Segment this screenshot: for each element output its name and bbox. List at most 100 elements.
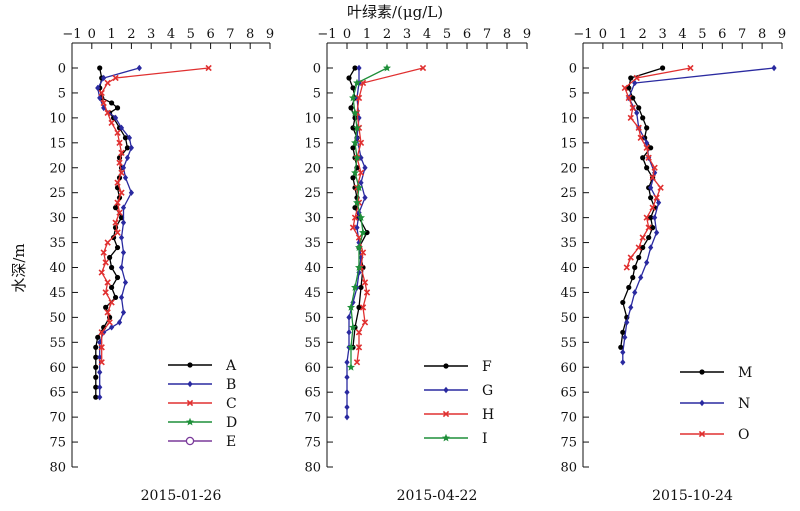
y-tick-label: 25 <box>49 186 66 201</box>
data-point-N <box>624 319 630 326</box>
data-point-I <box>353 78 361 87</box>
data-point-F <box>352 205 358 211</box>
data-point-H <box>351 214 359 221</box>
data-point-A <box>114 244 121 251</box>
legend-marker-E <box>185 436 195 446</box>
data-point-B <box>118 124 125 132</box>
chart-panel-1: −1 0 1 2 3 4 5 6 7 8 90510152025303540455055606570… <box>49 27 274 504</box>
series-I <box>347 63 391 371</box>
x-tick-label: 4 <box>423 27 431 42</box>
chart-panel-3: −1 0 1 2 3 4 5 6 7 8 90510152025303540455055606570… <box>560 27 786 504</box>
data-point-M <box>640 155 646 161</box>
data-point-C <box>112 219 119 226</box>
data-point-G <box>344 388 350 396</box>
y-tick-label: 0 <box>569 62 577 77</box>
x-tick-label: 9 <box>778 27 786 42</box>
legend-marker-H <box>442 410 450 418</box>
data-point-C <box>98 359 105 366</box>
data-point-I <box>357 213 365 222</box>
data-point-C <box>104 239 111 246</box>
data-point-B <box>95 84 101 92</box>
data-point-A <box>109 100 115 106</box>
data-point-C <box>114 229 121 236</box>
y-tick-label: 70 <box>49 411 66 426</box>
data-point-O <box>649 204 656 211</box>
data-point-O <box>629 104 636 112</box>
data-point-C <box>104 109 111 117</box>
legend-marker-F <box>443 363 449 369</box>
data-point-M <box>636 254 642 261</box>
data-point-I <box>355 263 363 271</box>
series-C <box>98 64 212 366</box>
data-point-I <box>347 343 355 351</box>
data-point-O <box>637 134 644 141</box>
x-tick-label: 9 <box>523 27 531 42</box>
x-tick-label: 6 <box>206 27 214 42</box>
data-point-I <box>349 323 357 331</box>
y-tick-label: 10 <box>304 111 321 126</box>
data-point-B <box>97 369 103 376</box>
y-tick-label: 0 <box>58 62 66 77</box>
legend-label-E: E <box>226 434 236 450</box>
legend-label-G: G <box>482 383 493 399</box>
data-point-C <box>102 289 109 296</box>
data-point-A <box>93 394 99 400</box>
data-point-M <box>620 299 626 306</box>
data-point-N <box>634 109 640 117</box>
data-point-A <box>109 284 115 291</box>
data-point-C <box>114 179 121 186</box>
data-point-B <box>120 204 127 211</box>
y-tick-label: 80 <box>49 461 66 476</box>
data-point-I <box>347 363 355 371</box>
data-point-O <box>651 164 658 171</box>
data-point-F <box>346 75 352 81</box>
data-point-H <box>359 304 367 311</box>
data-point-C <box>104 309 111 316</box>
y-tick-label: 5 <box>569 86 577 101</box>
data-point-M <box>630 274 636 281</box>
data-point-B <box>97 354 103 361</box>
x-tick-label: 7 <box>226 27 234 42</box>
data-point-N <box>620 349 626 356</box>
data-point-M <box>646 234 652 241</box>
y-tick-label: 75 <box>49 436 66 451</box>
data-point-H <box>355 344 363 351</box>
data-point-M <box>636 105 642 111</box>
data-point-A <box>118 215 125 221</box>
panel-title: 2015-01-26 <box>141 488 222 504</box>
y-tick-label: 15 <box>304 136 321 151</box>
y-tick-label: 45 <box>49 286 66 301</box>
data-point-A <box>93 344 99 350</box>
legend-marker-N <box>699 399 705 407</box>
data-point-B <box>126 134 133 142</box>
series-line-N <box>622 67 775 363</box>
data-point-N <box>632 79 638 87</box>
data-point-M <box>626 85 632 91</box>
data-point-B <box>97 94 103 102</box>
data-point-I <box>353 153 361 162</box>
x-tick-label: 6 <box>463 27 471 42</box>
data-point-G <box>346 314 352 321</box>
panel-title: 2015-10-24 <box>652 488 733 504</box>
y-tick-label: 75 <box>304 436 321 451</box>
x-tick-label: 5 <box>443 27 451 42</box>
data-point-C <box>205 64 212 72</box>
data-point-I <box>351 168 359 177</box>
data-point-I <box>383 63 391 72</box>
data-point-M <box>630 95 636 101</box>
data-point-A <box>97 65 103 71</box>
x-tick-label: 0 <box>343 27 351 42</box>
chart-panels: −1 0 1 2 3 4 5 6 7 8 90510152025303540455055606570… <box>49 27 786 504</box>
legend-label-A: A <box>225 358 237 374</box>
data-point-O <box>653 194 660 201</box>
data-point-C <box>102 259 109 266</box>
data-point-N <box>638 274 644 281</box>
data-point-F <box>350 85 356 91</box>
x-tick-label: −1 <box>573 27 592 42</box>
legend-label-D: D <box>226 415 237 431</box>
x-tick-label: 4 <box>167 27 175 42</box>
data-point-F <box>348 105 354 111</box>
data-point-N <box>628 304 634 311</box>
legend-label-F: F <box>482 359 492 375</box>
